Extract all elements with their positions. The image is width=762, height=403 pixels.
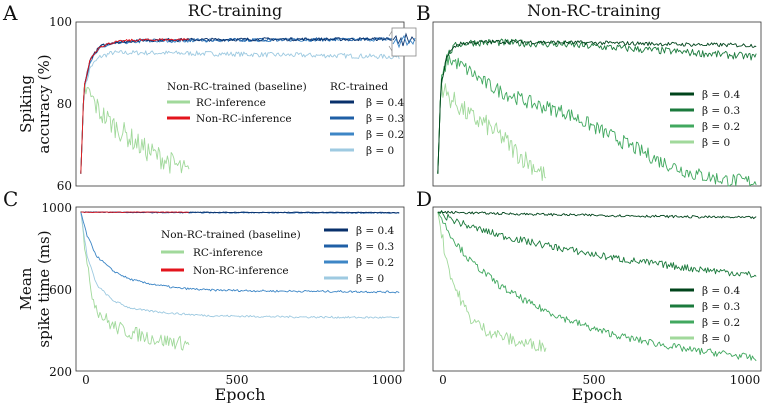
panel-d-legend: β = 0.4 β = 0.3 β = 0.2 β = 0: [670, 285, 741, 345]
panel-a-line-beta-3: [80, 50, 400, 174]
panel-c-legend-beta-0.3: β = 0.3: [356, 241, 394, 253]
panel-b-legend-beta-0: β = 0: [702, 137, 730, 149]
panel-c-xtick-500: 500: [226, 373, 249, 387]
inset-line-dark: [392, 32, 416, 47]
panel-d-legend-beta-0: β = 0: [702, 333, 730, 345]
panel-c-legend-beta-0.2: β = 0.2: [356, 257, 394, 269]
panel-a-legend-beta-0.2: β = 0.2: [366, 129, 404, 141]
panel-a-legend-baseline-title: Non-RC-trained (baseline): [167, 81, 307, 93]
panel-d-xlabel: Epoch: [572, 385, 623, 403]
panel-d-frame: [432, 206, 762, 372]
panel-d-line-beta-0.3: [437, 210, 757, 278]
panel-a-legend-beta-0: β = 0: [366, 145, 394, 157]
panel-c-line-non-rc-inference: [80, 211, 190, 213]
panel-b-line-beta-0: [437, 82, 547, 182]
panel-b-lines: [437, 38, 757, 187]
panel-c-legend-baseline: Non-RC-trained (baseline) RC-inference N…: [161, 229, 301, 277]
panel-a-frame: [75, 21, 405, 187]
panel-a-legend-rc: RC-trained β = 0.4 β = 0.3 β = 0.2 β = 0: [330, 81, 405, 157]
panel-d-legend-beta-0.2: β = 0.2: [702, 317, 740, 329]
panel-d-legend-beta-0.3: β = 0.3: [702, 301, 740, 313]
panel-c-frame: [75, 206, 405, 372]
panel-c-ytick-200: 200: [49, 365, 72, 379]
panel-d-line-beta-0.2: [437, 211, 757, 362]
panel-c-line-beta-0: [80, 212, 400, 319]
panel-a-ylabel: Spikingaccuracy (%): [17, 54, 53, 153]
panel-c-ytick-1000: 1000: [41, 201, 72, 215]
panel-c-line-beta-0.2: [80, 211, 400, 294]
panel-b-title: Non-RC-training: [527, 1, 661, 20]
panel-a-legend-baseline: Non-RC-trained (baseline) RC-inference N…: [167, 81, 307, 125]
panel-a-legend-rc-inference: RC-inference: [196, 97, 266, 109]
panel-a-line-non-rc-inference: [80, 37, 190, 174]
panel-c-legend-beta-0.4: β = 0.4: [356, 225, 395, 237]
panel-d-legend-beta-0.4: β = 0.4: [702, 285, 741, 297]
panel-a-legend-rc-title: RC-trained: [330, 81, 388, 93]
panel-letter-b: B: [416, 1, 431, 25]
panel-a-title: RC-training: [188, 1, 282, 20]
panel-c-lines: [80, 211, 400, 351]
panel-c-ylabel: Meanspike time (ms): [17, 230, 53, 347]
panel-a-inset: [388, 27, 417, 57]
panel-c-legend-rc-inference: RC-inference: [193, 247, 263, 259]
panel-b-line-beta-0.2: [437, 54, 757, 187]
panel-letter-c: C: [3, 187, 18, 211]
panel-b-legend-beta-0.2: β = 0.2: [702, 121, 740, 133]
panel-a-legend-beta-0.3: β = 0.3: [366, 113, 404, 125]
panel-d-line-beta-0: [437, 212, 547, 353]
panel-b-line-beta-0.4: [437, 39, 757, 174]
panel-d-xtick-0: 0: [439, 373, 447, 387]
panel-a-legend-non-rc-inference: Non-RC-inference: [196, 113, 292, 125]
panel-c-line-rc-inference: [80, 211, 190, 351]
panel-b-legend: β = 0.4 β = 0.3 β = 0.2 β = 0: [670, 89, 741, 149]
panel-a-legend-beta-0.4: β = 0.4: [366, 97, 405, 109]
panel-letter-a: A: [2, 1, 18, 25]
panel-d-lines: [437, 210, 757, 362]
panel-c-xtick-0: 0: [82, 373, 90, 387]
panel-b-legend-beta-0.3: β = 0.3: [702, 105, 740, 117]
panel-a-lines: [80, 36, 400, 174]
panel-a-ytick-60: 60: [57, 179, 72, 193]
panel-c-legend-baseline-title: Non-RC-trained (baseline): [161, 229, 301, 241]
panel-c-xlabel: Epoch: [215, 385, 266, 403]
panel-a-ytick-100: 100: [49, 15, 72, 29]
panel-d-xtick-500: 500: [583, 373, 606, 387]
panel-letter-d: D: [416, 187, 432, 211]
panel-d-xtick-1000: 1000: [730, 373, 761, 387]
panel-a-ytick-80: 80: [57, 97, 72, 111]
panel-a-line-rc-inference: [80, 82, 190, 174]
panel-c-xtick-1000: 1000: [372, 373, 403, 387]
inset-line-mid: [392, 34, 416, 49]
panel-c-ytick-600: 600: [49, 283, 72, 297]
panel-c-legend-beta-0: β = 0: [356, 273, 384, 285]
panel-c-legend-rc: β = 0.4 β = 0.3 β = 0.2 β = 0: [324, 225, 395, 285]
panel-b-frame: [432, 21, 762, 187]
panel-a-line-beta-0: [80, 36, 400, 174]
panel-d-line-beta-0.4: [437, 210, 757, 220]
panel-b-legend-beta-0.4: β = 0.4: [702, 89, 741, 101]
panel-c-legend-non-rc-inference: Non-RC-inference: [193, 265, 289, 277]
